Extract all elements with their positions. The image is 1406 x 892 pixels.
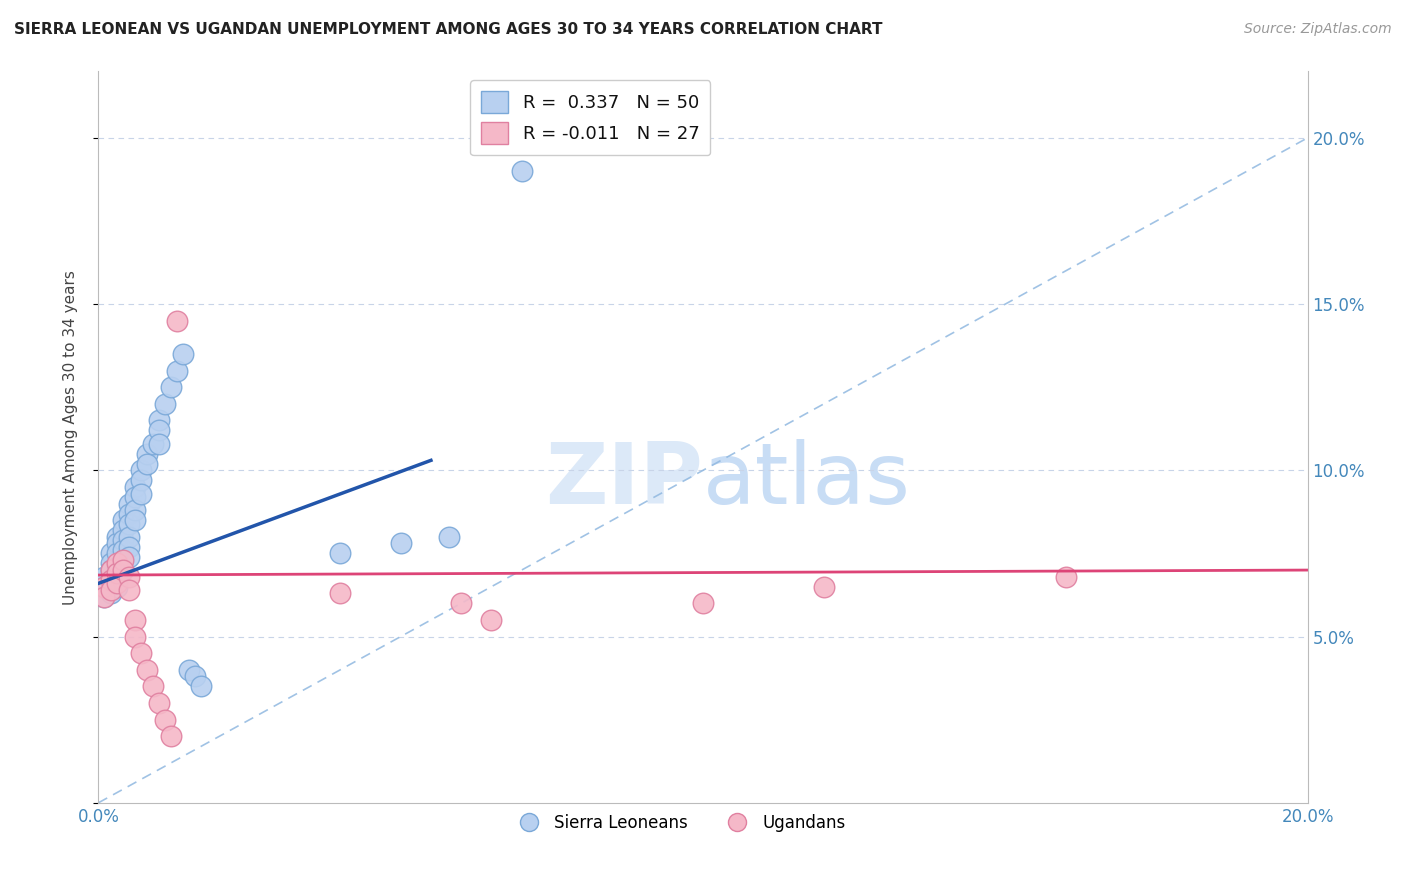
Point (118, 582, 141, 597)
Legend: Sierra Leoneans, Ugandans: Sierra Leoneans, Ugandans (505, 807, 852, 838)
Point (135, 457, 157, 471)
Point (100, 573, 122, 587)
Point (100, 563, 122, 577)
Point (105, 557, 128, 571)
Point (105, 580, 128, 594)
Text: ZIP: ZIP (546, 440, 703, 523)
Point (148, 413, 170, 427)
Point (437, 530, 460, 544)
Point (153, 713, 176, 727)
Point (148, 436, 170, 450)
Point (129, 486, 152, 500)
Point (111, 553, 134, 567)
Point (184, 669, 207, 683)
Point (118, 540, 141, 554)
Point (100, 586, 122, 600)
Point (148, 696, 170, 710)
Text: Source: ZipAtlas.com: Source: ZipAtlas.com (1244, 22, 1392, 37)
Point (450, 596, 472, 610)
Point (692, 596, 714, 610)
Point (124, 503, 146, 517)
Point (118, 549, 141, 564)
Point (481, 613, 503, 627)
Point (329, 546, 352, 560)
Point (166, 314, 188, 328)
Point (166, 363, 188, 377)
Point (100, 573, 122, 587)
Point (93, 590, 115, 604)
Point (510, 164, 533, 178)
Point (160, 380, 183, 394)
Point (118, 516, 141, 531)
Y-axis label: Unemployment Among Ages 30 to 34 years: Unemployment Among Ages 30 to 34 years (63, 269, 77, 605)
Point (329, 586, 352, 600)
Point (142, 436, 165, 450)
Point (129, 463, 152, 477)
Point (111, 513, 134, 527)
Text: atlas: atlas (703, 440, 911, 523)
Point (105, 546, 128, 560)
Point (153, 397, 176, 411)
Point (93, 570, 115, 584)
Point (105, 530, 128, 544)
Point (100, 557, 122, 571)
Point (813, 580, 835, 594)
Point (105, 536, 128, 550)
Point (124, 480, 146, 494)
Point (160, 729, 183, 743)
Point (124, 613, 146, 627)
Point (118, 530, 141, 544)
Point (135, 447, 157, 461)
Point (100, 546, 122, 560)
Point (124, 630, 146, 644)
Point (111, 563, 134, 577)
Point (1054, 570, 1077, 584)
Point (179, 663, 201, 677)
Point (190, 680, 212, 694)
Text: SIERRA LEONEAN VS UGANDAN UNEMPLOYMENT AMONG AGES 30 TO 34 YEARS CORRELATION CHA: SIERRA LEONEAN VS UGANDAN UNEMPLOYMENT A… (14, 22, 883, 37)
Point (124, 513, 146, 527)
Point (142, 680, 165, 694)
Point (124, 490, 146, 504)
Point (129, 473, 152, 487)
Point (105, 559, 128, 574)
Point (93, 590, 115, 604)
Point (111, 563, 134, 577)
Point (389, 536, 412, 550)
Point (111, 523, 134, 537)
Point (148, 424, 170, 438)
Point (100, 582, 122, 597)
Point (105, 570, 128, 584)
Point (129, 646, 152, 660)
Point (135, 663, 157, 677)
Point (111, 553, 134, 567)
Point (118, 570, 141, 584)
Point (100, 563, 122, 577)
Point (172, 347, 194, 361)
Point (111, 533, 134, 548)
Point (105, 566, 128, 581)
Point (111, 543, 134, 558)
Point (105, 576, 128, 591)
Point (93, 580, 115, 594)
Point (93, 580, 115, 594)
Point (118, 507, 141, 521)
Point (118, 497, 141, 511)
